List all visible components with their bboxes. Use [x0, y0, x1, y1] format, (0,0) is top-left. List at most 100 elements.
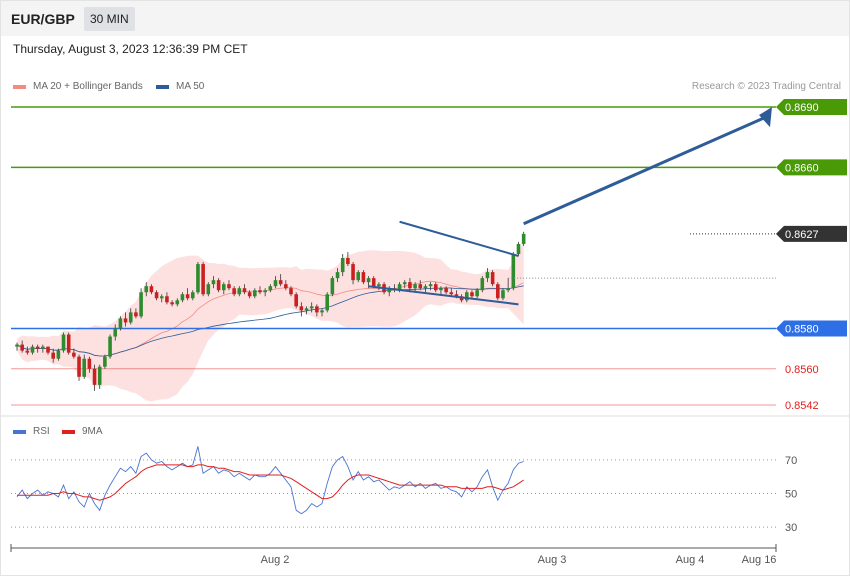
- candle-body: [320, 310, 324, 313]
- candle-body: [475, 290, 479, 297]
- rsi-tick-30: 30: [785, 522, 797, 534]
- candle-body: [139, 292, 143, 317]
- legend-9ma-label: 9MA: [82, 426, 103, 437]
- candle-body: [222, 284, 226, 291]
- candle-body: [51, 352, 55, 359]
- legend-rsi: RSI: [13, 426, 50, 437]
- candle-body: [516, 243, 521, 254]
- candle-body: [464, 292, 469, 301]
- candle-body: [201, 264, 205, 295]
- candle-body: [56, 350, 61, 359]
- candle-body: [15, 344, 19, 347]
- candle-body: [82, 358, 87, 377]
- candle-body: [402, 282, 407, 285]
- legend-rsi-label: RSI: [33, 426, 50, 437]
- legend-ma50-swatch: [156, 84, 169, 89]
- candle-body: [377, 284, 381, 287]
- level-label-0.8542: 0.8542: [785, 400, 819, 412]
- candle-body: [30, 346, 35, 353]
- candle-body: [154, 292, 159, 299]
- bollinger-band: [17, 241, 524, 402]
- x-tick-label: Aug 3: [538, 554, 567, 566]
- candle-body: [423, 286, 428, 289]
- candle-body: [480, 278, 485, 291]
- legend-9ma: 9MA: [62, 426, 103, 437]
- x-tick-label: Aug 16: [742, 554, 777, 566]
- candle-body: [284, 284, 288, 289]
- candle-body: [144, 286, 149, 293]
- level-badge-0.8580: [776, 320, 847, 337]
- candle-body: [128, 312, 133, 323]
- legend-ma20: MA 20 + Bollinger Bands: [13, 81, 143, 92]
- candle-body: [485, 272, 490, 279]
- legend-rsi-swatch: [13, 429, 26, 434]
- candle-body: [273, 280, 278, 287]
- candle-body: [180, 294, 185, 301]
- candle-body: [46, 346, 50, 353]
- candle-body: [278, 280, 283, 285]
- candle-body: [108, 336, 112, 357]
- candle-body: [253, 290, 257, 297]
- candle-body: [501, 290, 505, 299]
- candle-body: [185, 294, 190, 299]
- chart-header: EUR/GBP 30 MIN: [1, 1, 849, 36]
- candle-body: [61, 334, 66, 351]
- candle-body: [299, 306, 304, 311]
- candle-body: [470, 292, 474, 297]
- legend-9ma-swatch: [62, 429, 75, 434]
- candle-body: [118, 318, 123, 329]
- candle-body: [433, 284, 438, 291]
- ma50-line: [16, 285, 524, 357]
- candle-body: [418, 284, 423, 289]
- candle-body: [439, 288, 443, 291]
- legend-ma20-swatch: [13, 84, 26, 89]
- legend-ma20-label: MA 20 + Bollinger Bands: [33, 81, 143, 92]
- candle-body: [72, 352, 76, 357]
- candle-body: [371, 278, 376, 287]
- timestamp: Thursday, August 3, 2023 12:36:39 PM CET: [13, 42, 248, 56]
- candle-body: [325, 294, 329, 311]
- rsi-tick-70: 70: [785, 455, 797, 467]
- candle-body: [263, 290, 267, 293]
- candle-body: [361, 272, 366, 283]
- candle-body: [351, 264, 355, 281]
- candle-body: [113, 328, 118, 337]
- legend-ma50: MA 50: [156, 81, 204, 92]
- candle-body: [387, 288, 392, 293]
- candle-body: [454, 294, 459, 297]
- target-arrowhead: [759, 107, 772, 128]
- candle-body: [413, 284, 417, 289]
- candle-body: [315, 306, 319, 313]
- candle-body: [408, 282, 412, 289]
- candle-body: [123, 318, 128, 323]
- x-tick-label: Aug 2: [261, 554, 290, 566]
- rsi-series-rsi: [16, 446, 524, 515]
- credit-text: Research © 2023 Trading Central: [691, 81, 841, 92]
- candle-body: [258, 290, 262, 293]
- rsi-series-9ma: [17, 464, 524, 501]
- candle-body: [304, 308, 309, 311]
- candle-body: [309, 306, 314, 309]
- candle-body: [35, 346, 40, 349]
- candle-body: [77, 356, 81, 377]
- candle-body: [216, 280, 221, 291]
- candle-body: [366, 278, 371, 283]
- legend-ma50-label: MA 50: [176, 81, 205, 92]
- candle-body: [511, 253, 516, 289]
- candle-body: [247, 292, 252, 297]
- candle-body: [206, 284, 211, 295]
- candle-body: [170, 302, 174, 305]
- current-price-badge: [776, 225, 847, 242]
- level-badge-0.8690: [776, 99, 847, 115]
- candle-body: [490, 272, 495, 285]
- candle-body: [227, 284, 231, 289]
- candle-body: [444, 288, 448, 293]
- level-label-0.8660: 0.8660: [785, 162, 819, 174]
- candle-body: [41, 346, 45, 349]
- level-label-0.8560: 0.8560: [785, 364, 819, 376]
- candle-body: [335, 272, 340, 279]
- interval-selector[interactable]: 30 MIN: [84, 7, 135, 31]
- candle-body: [397, 284, 402, 291]
- candle-body: [289, 288, 293, 295]
